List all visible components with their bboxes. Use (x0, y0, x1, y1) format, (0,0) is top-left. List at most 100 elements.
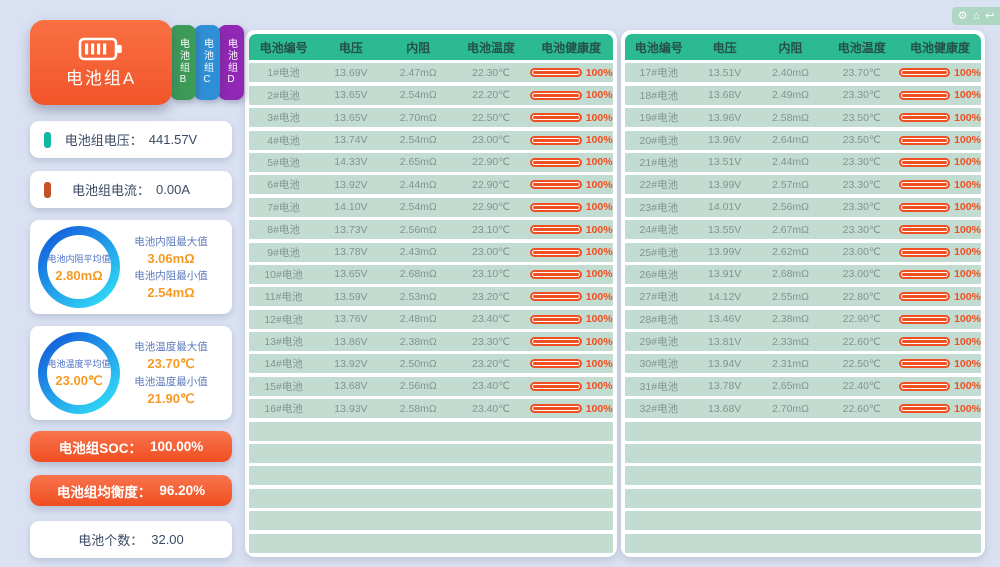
temperature-cell: 23.10℃ (472, 268, 511, 281)
temperature-gauge-title: 电池温度平均值 (47, 359, 111, 369)
health-bar (899, 180, 951, 190)
table-row[interactable]: 30#电池 13.94V 2.31mΩ 22.50℃ 100% (625, 354, 981, 374)
table-row[interactable]: 31#电池 13.78V 2.65mΩ 22.40℃ 100% (625, 376, 981, 396)
table-row[interactable]: 28#电池 13.46V 2.38mΩ 22.90℃ 100% (625, 309, 981, 329)
back-icon[interactable]: ↩ (985, 9, 995, 22)
soc-value: 100.00% (149, 439, 204, 454)
health-cell: 100% (529, 403, 613, 415)
table-row[interactable]: 5#电池 14.33V 2.65mΩ 22.90℃ 100% (249, 152, 613, 172)
table-row[interactable]: 23#电池 14.01V 2.56mΩ 23.30℃ 100% (625, 197, 981, 217)
battery-id-cell: 9#电池 (267, 246, 300, 259)
table-row[interactable]: 11#电池 13.59V 2.53mΩ 23.20℃ 100% (249, 287, 613, 307)
table-row[interactable]: 7#电池 14.10V 2.54mΩ 22.90℃ 100% (249, 197, 613, 217)
column-header: 电池健康度 (541, 40, 602, 55)
table-row[interactable]: 10#电池 13.65V 2.68mΩ 23.10℃ 100% (249, 264, 613, 284)
battery-id-cell: 13#电池 (264, 336, 303, 349)
health-cell: 100% (899, 291, 981, 303)
table-row[interactable]: 8#电池 13.73V 2.56mΩ 23.10℃ 100% (249, 220, 613, 240)
resistance-cell: 2.57mΩ (771, 178, 810, 191)
battery-id-cell: 31#电池 (639, 380, 679, 393)
voltage-cell: 13.68V (708, 402, 742, 415)
table-row[interactable]: 29#电池 13.81V 2.33mΩ 22.60℃ 100% (625, 332, 981, 352)
table-row-empty (625, 533, 981, 553)
table-row[interactable]: 6#电池 13.92V 2.44mΩ 22.90℃ 100% (249, 175, 613, 195)
table-row[interactable]: 19#电池 13.96V 2.58mΩ 23.50℃ 100% (625, 108, 981, 128)
table-row-empty (249, 533, 613, 553)
resistance-cell: 2.33mΩ (771, 335, 810, 348)
table-row[interactable]: 27#电池 14.12V 2.55mΩ 22.80℃ 100% (625, 287, 981, 307)
table-row[interactable]: 4#电池 13.74V 2.54mΩ 23.00℃ 100% (249, 130, 613, 150)
battery-id-cell: 14#电池 (264, 358, 303, 371)
health-cell: 100% (899, 67, 981, 79)
voltage-cell: 13.46V (708, 313, 742, 326)
resistance-cell: 2.53mΩ (399, 290, 437, 303)
table-body: 17#电池 13.51V 2.40mΩ 23.70℃ 100% 18#电池 13.68V 2.… (625, 63, 981, 553)
health-bar (899, 225, 951, 235)
table-row[interactable]: 25#电池 13.99V 2.62mΩ 23.00℃ 100% (625, 242, 981, 262)
temperature-cell: 22.50℃ (472, 111, 511, 124)
health-bar (529, 381, 582, 391)
table-row[interactable]: 24#电池 13.55V 2.67mΩ 23.30℃ 100% (625, 220, 981, 240)
resistance-cell: 2.54mΩ (399, 201, 437, 214)
health-percent: 100% (585, 223, 613, 236)
battery-id-cell: 12#电池 (264, 313, 303, 326)
column-header: 电池健康度 (910, 40, 971, 55)
temperature-cell: 22.90℃ (472, 201, 511, 214)
tab-battery-group-c[interactable]: 电池组C (194, 25, 220, 100)
health-percent: 100% (954, 201, 981, 214)
column-header: 内阻 (406, 40, 431, 55)
table-row[interactable]: 32#电池 13.68V 2.70mΩ 22.60℃ 100% (625, 399, 981, 419)
resistance-cell: 2.38mΩ (771, 313, 810, 326)
soc-pill[interactable]: 电池组SOC： 100.00% (30, 431, 232, 462)
health-cell: 100% (529, 358, 613, 370)
tab-battery-group-a[interactable]: 电池组A (30, 20, 172, 105)
health-cell: 100% (899, 224, 981, 236)
table-row[interactable]: 12#电池 13.76V 2.48mΩ 23.40℃ 100% (249, 309, 613, 329)
tab-battery-group-d[interactable]: 电池组D (218, 25, 244, 100)
health-cell: 100% (899, 358, 981, 370)
table-row[interactable]: 9#电池 13.78V 2.43mΩ 23.00℃ 100% (249, 242, 613, 262)
health-bar (529, 314, 582, 324)
gear-icon[interactable]: ⚙ (957, 9, 968, 22)
voltage-cell: 13.65V (334, 89, 368, 102)
health-cell: 100% (529, 112, 613, 124)
voltage-cell: 14.10V (334, 201, 368, 214)
health-percent: 100% (585, 134, 613, 147)
sidebar: 电池组A 电池组B 电池组C 电池组D 电池组电压： 441.57V 电池组电流… (30, 20, 244, 558)
health-bar (899, 314, 951, 324)
resistance-max-label: 电池内阻最大值 (134, 236, 208, 248)
resistance-cell: 2.40mΩ (771, 66, 810, 79)
table-row[interactable]: 22#电池 13.99V 2.57mΩ 23.30℃ 100% (625, 175, 981, 195)
voltage-cell: 13.65V (334, 268, 368, 281)
table-row[interactable]: 2#电池 13.65V 2.54mΩ 22.20℃ 100% (249, 85, 613, 105)
table-row[interactable]: 14#电池 13.92V 2.50mΩ 23.20℃ 100% (249, 354, 613, 374)
table-row[interactable]: 1#电池 13.69V 2.47mΩ 22.30℃ 100% (249, 63, 613, 83)
resistance-cell: 2.31mΩ (771, 357, 810, 370)
health-bar (899, 381, 951, 391)
battery-id-cell: 6#电池 (267, 179, 300, 192)
resistance-cell: 2.70mΩ (399, 111, 437, 124)
temperature-gauge-ring: 电池温度平均值 23.00℃ (38, 332, 120, 414)
battery-id-cell: 11#电池 (264, 291, 303, 304)
temperature-cell: 23.30℃ (842, 223, 881, 236)
table-row[interactable]: 16#电池 13.93V 2.58mΩ 23.40℃ 100% (249, 399, 613, 419)
table-row[interactable]: 21#电池 13.51V 2.44mΩ 23.30℃ 100% (625, 152, 981, 172)
battery-id-cell: 17#电池 (639, 67, 679, 80)
home-icon[interactable]: ⌂ (973, 9, 980, 22)
table-row[interactable]: 17#电池 13.51V 2.40mΩ 23.70℃ 100% (625, 63, 981, 83)
balance-pill[interactable]: 电池组均衡度： 96.20% (30, 475, 232, 506)
table-row[interactable]: 3#电池 13.65V 2.70mΩ 22.50℃ 100% (249, 108, 613, 128)
pack-voltage-value: 441.57V (148, 132, 198, 147)
table-row[interactable]: 20#电池 13.96V 2.64mΩ 23.50℃ 100% (625, 130, 981, 150)
table-row[interactable]: 18#电池 13.68V 2.49mΩ 23.30℃ 100% (625, 85, 981, 105)
voltage-cell: 13.91V (708, 268, 742, 281)
temperature-cell: 23.30℃ (842, 156, 881, 169)
table-row[interactable]: 13#电池 13.86V 2.38mΩ 23.30℃ 100% (249, 332, 613, 352)
resistance-cell: 2.68mΩ (399, 268, 437, 281)
health-cell: 100% (899, 336, 981, 348)
table-row[interactable]: 15#电池 13.68V 2.56mΩ 23.40℃ 100% (249, 376, 613, 396)
tab-battery-group-b[interactable]: 电池组B (170, 25, 196, 100)
health-bar (529, 247, 582, 257)
table-row[interactable]: 26#电池 13.91V 2.68mΩ 23.00℃ 100% (625, 264, 981, 284)
battery-id-cell: 8#电池 (267, 224, 300, 237)
